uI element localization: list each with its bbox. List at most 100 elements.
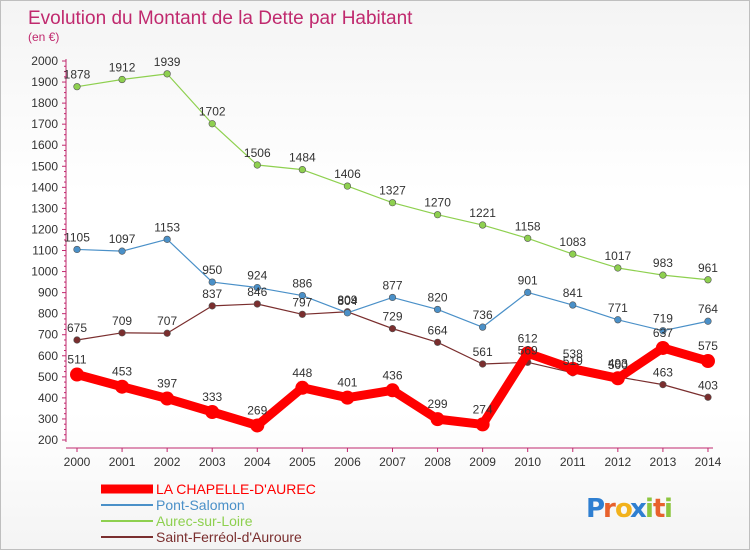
data-point bbox=[385, 383, 400, 398]
y-tick-label: 1200 bbox=[31, 222, 58, 236]
y-tick-label: 300 bbox=[38, 412, 58, 426]
y-tick-label: 1900 bbox=[31, 75, 58, 89]
data-point bbox=[343, 309, 352, 317]
data-label: 569 bbox=[518, 343, 538, 357]
x-tick-label: 2006 bbox=[334, 455, 361, 469]
data-label: 1406 bbox=[334, 167, 361, 181]
data-point bbox=[115, 379, 130, 394]
data-label: 846 bbox=[247, 285, 267, 299]
data-point bbox=[160, 391, 175, 406]
x-tick-label: 2003 bbox=[199, 455, 226, 469]
data-point bbox=[433, 338, 442, 346]
data-label: 729 bbox=[382, 310, 402, 324]
data-point bbox=[298, 291, 306, 300]
x-tick-label: 2009 bbox=[469, 455, 496, 469]
data-point bbox=[73, 83, 81, 91]
data-label: 463 bbox=[653, 366, 673, 380]
data-point bbox=[614, 264, 622, 272]
data-label: 1017 bbox=[604, 249, 631, 263]
data-point bbox=[479, 221, 487, 229]
data-point bbox=[73, 245, 81, 254]
y-tick-label: 1800 bbox=[31, 96, 58, 110]
logo-letter: i bbox=[645, 494, 654, 524]
data-label: 709 bbox=[112, 314, 132, 328]
data-label: 837 bbox=[202, 287, 222, 301]
data-point bbox=[118, 329, 126, 337]
logo-letter: o bbox=[615, 494, 633, 524]
x-tick-label: 2007 bbox=[379, 455, 406, 469]
data-label: 1270 bbox=[424, 196, 451, 210]
data-point bbox=[524, 234, 532, 242]
data-point bbox=[208, 302, 216, 310]
data-point bbox=[704, 276, 712, 284]
data-point bbox=[298, 166, 306, 174]
data-label: 493 bbox=[608, 356, 628, 370]
y-tick-label: 1300 bbox=[31, 201, 58, 215]
y-tick-label: 1400 bbox=[31, 180, 58, 194]
logo-letter: r bbox=[603, 494, 616, 524]
data-label: 575 bbox=[698, 339, 718, 353]
x-tick-label: 2014 bbox=[695, 455, 722, 469]
data-label: 637 bbox=[653, 326, 673, 340]
data-label: 1158 bbox=[515, 219, 541, 233]
data-point bbox=[565, 361, 580, 376]
y-tick-label: 1600 bbox=[31, 138, 58, 152]
data-point bbox=[479, 360, 487, 368]
data-label: 1702 bbox=[199, 105, 226, 119]
legend: LA CHAPELLE-D'AURECPont-SalomonAurec-sur… bbox=[101, 481, 316, 545]
y-tick-label: 900 bbox=[38, 286, 58, 300]
y-tick-label: 1100 bbox=[32, 244, 58, 258]
data-label: 333 bbox=[202, 390, 222, 404]
data-label: 804 bbox=[337, 294, 357, 308]
legend-label: LA CHAPELLE-D'AUREC bbox=[156, 481, 316, 497]
data-label: 401 bbox=[337, 376, 357, 390]
data-label: 664 bbox=[428, 323, 448, 337]
data-point bbox=[388, 293, 397, 302]
data-point bbox=[70, 367, 84, 382]
data-label: 1221 bbox=[469, 206, 496, 220]
x-tick-label: 2010 bbox=[514, 455, 541, 469]
data-label: 538 bbox=[563, 347, 583, 361]
logo-letter: x bbox=[630, 494, 647, 524]
data-label: 675 bbox=[67, 321, 87, 335]
data-point bbox=[659, 327, 667, 335]
data-point bbox=[433, 305, 442, 314]
data-point bbox=[118, 247, 126, 255]
data-point bbox=[295, 380, 310, 395]
data-label: 886 bbox=[292, 277, 312, 291]
data-label: 1105 bbox=[64, 230, 90, 244]
y-tick-label: 500 bbox=[38, 370, 58, 384]
data-label: 1878 bbox=[64, 68, 91, 82]
data-label: 500 bbox=[608, 358, 628, 372]
data-label: 612 bbox=[518, 331, 538, 345]
data-point bbox=[118, 75, 126, 84]
legend-label: Pont-Salomon bbox=[156, 497, 245, 513]
data-label: 797 bbox=[292, 295, 312, 309]
data-point bbox=[253, 161, 261, 169]
data-point bbox=[569, 250, 577, 258]
data-point bbox=[659, 271, 667, 279]
y-tick-label: 800 bbox=[38, 307, 58, 321]
data-point bbox=[524, 288, 532, 297]
x-tick-label: 2012 bbox=[604, 455, 631, 469]
data-point bbox=[340, 390, 355, 405]
data-point bbox=[253, 283, 261, 292]
x-tick-label: 2001 bbox=[109, 455, 136, 469]
data-point bbox=[475, 417, 490, 432]
data-labels: 511 453 397 333 269 448 401 436 299 274 612 538 493 6… bbox=[64, 55, 719, 418]
data-label: 820 bbox=[428, 290, 448, 304]
data-label: 1153 bbox=[154, 220, 180, 234]
data-label: 1484 bbox=[289, 151, 316, 165]
data-label: 950 bbox=[202, 263, 222, 277]
data-point bbox=[253, 300, 261, 308]
data-label: 809 bbox=[337, 293, 357, 307]
data-label: 961 bbox=[698, 261, 718, 275]
data-label: 877 bbox=[382, 278, 402, 292]
y-tick-label: 1500 bbox=[31, 159, 58, 173]
x-tick-label: 2004 bbox=[244, 455, 271, 469]
x-tick-label: 2000 bbox=[64, 455, 91, 469]
data-label: 561 bbox=[473, 345, 493, 359]
logo-letter: t bbox=[653, 494, 665, 524]
data-point bbox=[163, 329, 171, 337]
